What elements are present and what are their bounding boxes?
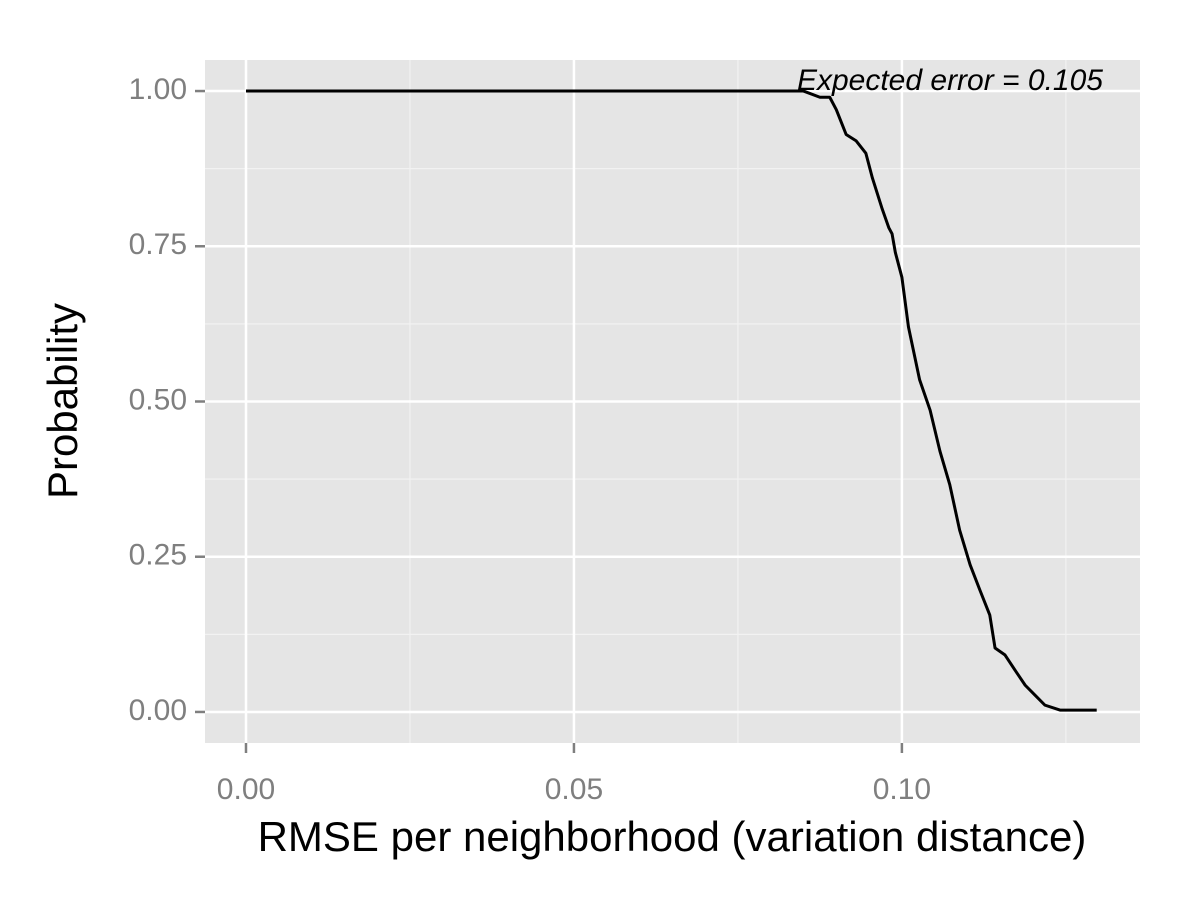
annotation: Expected error = 0.105 bbox=[797, 64, 1103, 97]
y-tick-label: 0.00 bbox=[129, 694, 187, 727]
y-tick-label: 0.25 bbox=[129, 539, 187, 572]
x-tick-label: 0.10 bbox=[873, 773, 931, 806]
data-line bbox=[245, 89, 1097, 712]
y-tick-label: 1.00 bbox=[129, 73, 187, 106]
y-tick-label: 0.75 bbox=[129, 228, 187, 261]
x-tick-label: 0.00 bbox=[217, 773, 275, 806]
x-tick-label: 0.05 bbox=[545, 773, 603, 806]
y-tick-label: 0.50 bbox=[129, 383, 187, 416]
x-axis-title: RMSE per neighborhood (variation distanc… bbox=[258, 813, 1087, 860]
y-axis-title: Probability bbox=[39, 303, 86, 499]
